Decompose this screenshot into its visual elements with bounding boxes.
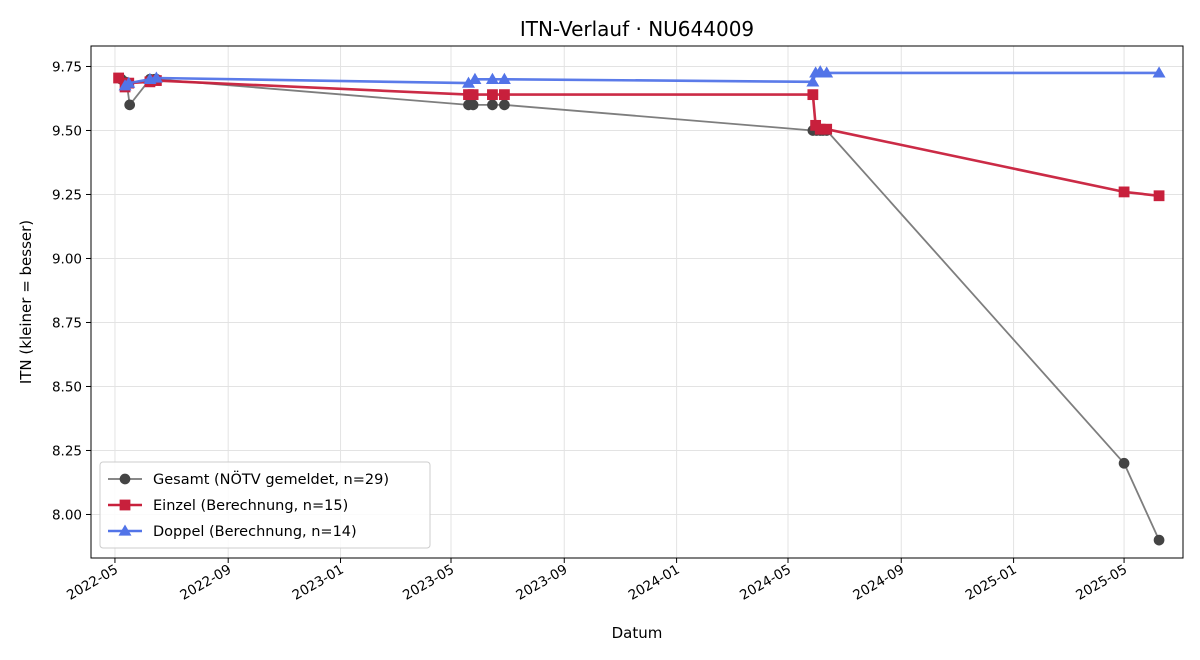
y-tick-label: 8.75 <box>52 315 82 331</box>
data-point <box>122 76 136 88</box>
data-point <box>807 89 819 101</box>
legend-label: Einzel (Berechnung, n=15) <box>153 498 348 514</box>
chart-title: ITN-Verlauf · NU644009 <box>520 17 754 41</box>
data-point <box>467 99 479 111</box>
data-point <box>149 71 163 83</box>
data-point <box>499 99 510 111</box>
y-tick-label: 8.25 <box>52 443 82 459</box>
data-point <box>485 72 499 84</box>
data-point <box>113 72 125 84</box>
data-point <box>462 76 475 88</box>
x-axis-label: Datum <box>612 624 663 642</box>
data-point <box>814 123 826 135</box>
y-tick-label: 8.50 <box>52 379 82 395</box>
data-point <box>118 524 132 536</box>
data-point <box>124 99 136 111</box>
legend-label: Doppel (Berechnung, n=14) <box>153 524 357 540</box>
series-lines <box>113 65 1166 546</box>
data-point <box>487 89 498 101</box>
data-point <box>487 99 498 111</box>
data-point <box>499 89 510 101</box>
plot-frame <box>90 45 1184 559</box>
data-point <box>468 72 482 84</box>
data-point <box>1118 186 1130 198</box>
legend-item: Gesamt (NÖTV gemeldet, n=29) <box>108 470 389 488</box>
data-point <box>806 75 820 87</box>
y-tick-label: 9.75 <box>52 59 82 75</box>
legend-label: Gesamt (NÖTV gemeldet, n=29) <box>153 470 389 488</box>
y-tick-label: 9.25 <box>52 187 82 203</box>
data-point <box>467 89 479 101</box>
data-point <box>1152 66 1166 78</box>
y-tick-label: 9.50 <box>52 123 82 139</box>
data-point <box>1153 534 1165 546</box>
legend-item: Doppel (Berechnung, n=14) <box>108 524 357 540</box>
y-tick-label: 9.00 <box>52 251 82 267</box>
data-point <box>1153 190 1165 202</box>
data-point <box>119 499 131 511</box>
data-point <box>820 66 834 78</box>
series-2 <box>118 65 1166 91</box>
legend-box <box>99 461 431 549</box>
y-tick-label: 8.00 <box>52 507 82 523</box>
legend: Gesamt (NÖTV gemeldet, n=29) Einzel (Bere… <box>99 461 431 549</box>
data-point <box>119 473 131 485</box>
grid-lines <box>91 46 1183 558</box>
data-point <box>821 123 833 135</box>
data-point <box>1118 457 1130 469</box>
y-axis-label: ITN (kleiner = besser) <box>17 220 35 384</box>
data-point <box>497 72 511 84</box>
legend-item: Einzel (Berechnung, n=15) <box>108 498 348 514</box>
